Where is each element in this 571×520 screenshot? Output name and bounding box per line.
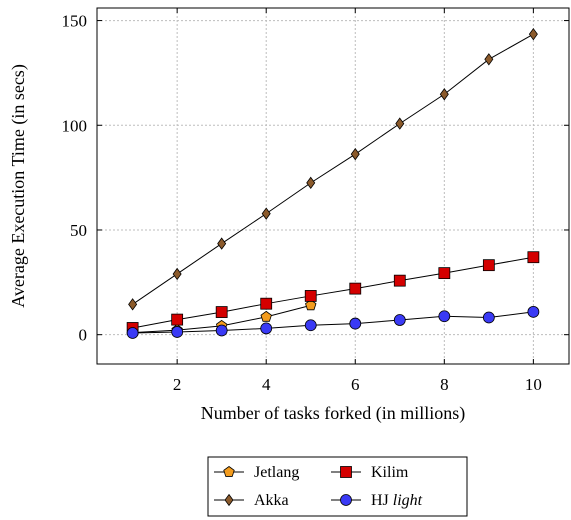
data-point [215,324,228,337]
y-tick-label: 150 [62,12,88,31]
legend-label: Kilim [371,464,409,481]
data-point [393,314,406,326]
grid-lines [97,8,569,364]
x-tick-label: 8 [440,375,449,394]
y-tick-label: 100 [62,116,88,135]
plot-frame [96,7,570,365]
data-point [395,117,405,130]
data-point [215,306,228,318]
legend-label: Akka [254,492,289,509]
series-line [132,33,534,305]
legend-box [207,456,468,517]
data-point [217,237,227,250]
x-axis-title: Number of tasks forked (in millions) [201,403,465,424]
data-point [172,267,182,281]
data-point [260,297,273,310]
data-point [393,274,406,287]
legend-entry: Kilim [331,464,409,481]
series-diamond [128,27,538,311]
series-group [126,27,540,339]
y-tick-label: 0 [79,326,88,345]
legend-marker [340,494,352,506]
y-axis-title: Average Execution Time (in secs) [8,64,29,308]
legend-marker [223,466,235,477]
data-point [261,207,271,220]
data-point [482,259,495,272]
x-tick-label: 10 [525,375,542,394]
legend-entry: Jetlang [214,464,299,481]
legend: Jetlang Kilim Akka HJ light [207,456,468,517]
series-circle [126,305,540,339]
data-point [305,299,317,311]
data-point [438,310,451,323]
x-tick-label: 6 [351,375,360,394]
data-point [306,176,316,190]
data-point [350,147,360,161]
data-point [171,326,184,338]
data-point [482,311,495,324]
data-point [438,267,451,280]
legend-label: Jetlang [254,464,299,481]
legend-marker [224,493,234,507]
x-tick-label: 4 [262,375,271,394]
data-point [260,322,273,335]
legend-entry: Akka [214,492,289,509]
legend-label: HJ light [371,492,423,509]
data-point [527,251,540,264]
data-point [126,327,139,339]
legend-entry: HJ light [331,492,423,509]
data-point [349,282,362,295]
data-point [260,310,272,322]
data-point [349,317,362,330]
axis-ticks [97,8,569,364]
series-line [132,256,534,329]
data-point [171,313,184,326]
data-point [128,298,138,311]
y-tick-label: 50 [70,221,87,240]
legend-marker [340,466,352,478]
data-point [439,88,449,101]
data-point [484,53,494,66]
data-point [528,27,538,41]
series-square [126,251,540,334]
data-point [304,290,317,302]
data-point [527,305,540,318]
series-line [132,311,534,334]
x-tick-label: 2 [173,375,182,394]
data-point [304,319,317,332]
